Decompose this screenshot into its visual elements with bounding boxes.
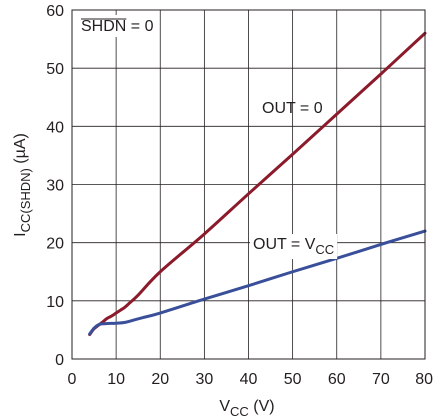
out-zero-annotation: OUT = 0 — [262, 100, 323, 117]
x-tick-label: 80 — [415, 371, 433, 388]
shdn-equals-text: = 0 — [126, 18, 153, 35]
y-tick-label: 0 — [55, 352, 64, 369]
x-tick-label: 20 — [151, 371, 169, 388]
plot-frame — [71, 9, 426, 360]
x-tick-label: 40 — [240, 371, 258, 388]
y-tick-label: 10 — [46, 294, 64, 311]
shdn-overbar-text: SHDN — [81, 18, 126, 35]
series-line-out-vcc — [88, 229, 427, 336]
y-axis-title: ICC(SHDN) (µA) — [12, 133, 33, 237]
x-axis-title-sub: CC — [230, 404, 249, 419]
shdn-annotation: SHDN = 0 — [81, 18, 154, 35]
out-vcc-annotation: OUT = VCC — [253, 236, 334, 257]
y-tick-label: 30 — [46, 178, 64, 195]
y-tick-label: 60 — [46, 3, 64, 20]
x-tick-label: 30 — [195, 371, 213, 388]
out-vcc-annotation-background — [250, 234, 338, 259]
out-vcc-sub: CC — [315, 242, 334, 257]
x-tick-label: 70 — [372, 371, 390, 388]
x-tick-label: 60 — [328, 371, 346, 388]
series-line-out-zero — [88, 31, 427, 337]
x-axis-title-unit: (V) — [249, 398, 275, 415]
x-tick-label: 10 — [107, 371, 125, 388]
y-tick-label: 20 — [46, 236, 64, 253]
tick-labels: 0 10 20 30 40 50 60 70 80 0 10 20 30 40 50 60 — [46, 3, 433, 388]
x-axis-title: VCC (V) — [219, 398, 274, 419]
shdn-annotation-background — [77, 15, 158, 37]
y-tick-label: 50 — [46, 61, 64, 78]
x-tick-label: 0 — [68, 371, 77, 388]
y-axis-title-unit: (µA) — [12, 133, 29, 168]
out-vcc-main: OUT = V — [253, 236, 316, 253]
y-axis-title-main: I — [12, 232, 29, 236]
x-tick-label: 50 — [284, 371, 302, 388]
y-tick-label: 40 — [46, 119, 64, 136]
y-axis-title-sub: CC(SHDN) — [18, 168, 33, 232]
series-layer — [88, 31, 427, 337]
x-axis-title-main: V — [219, 398, 230, 415]
